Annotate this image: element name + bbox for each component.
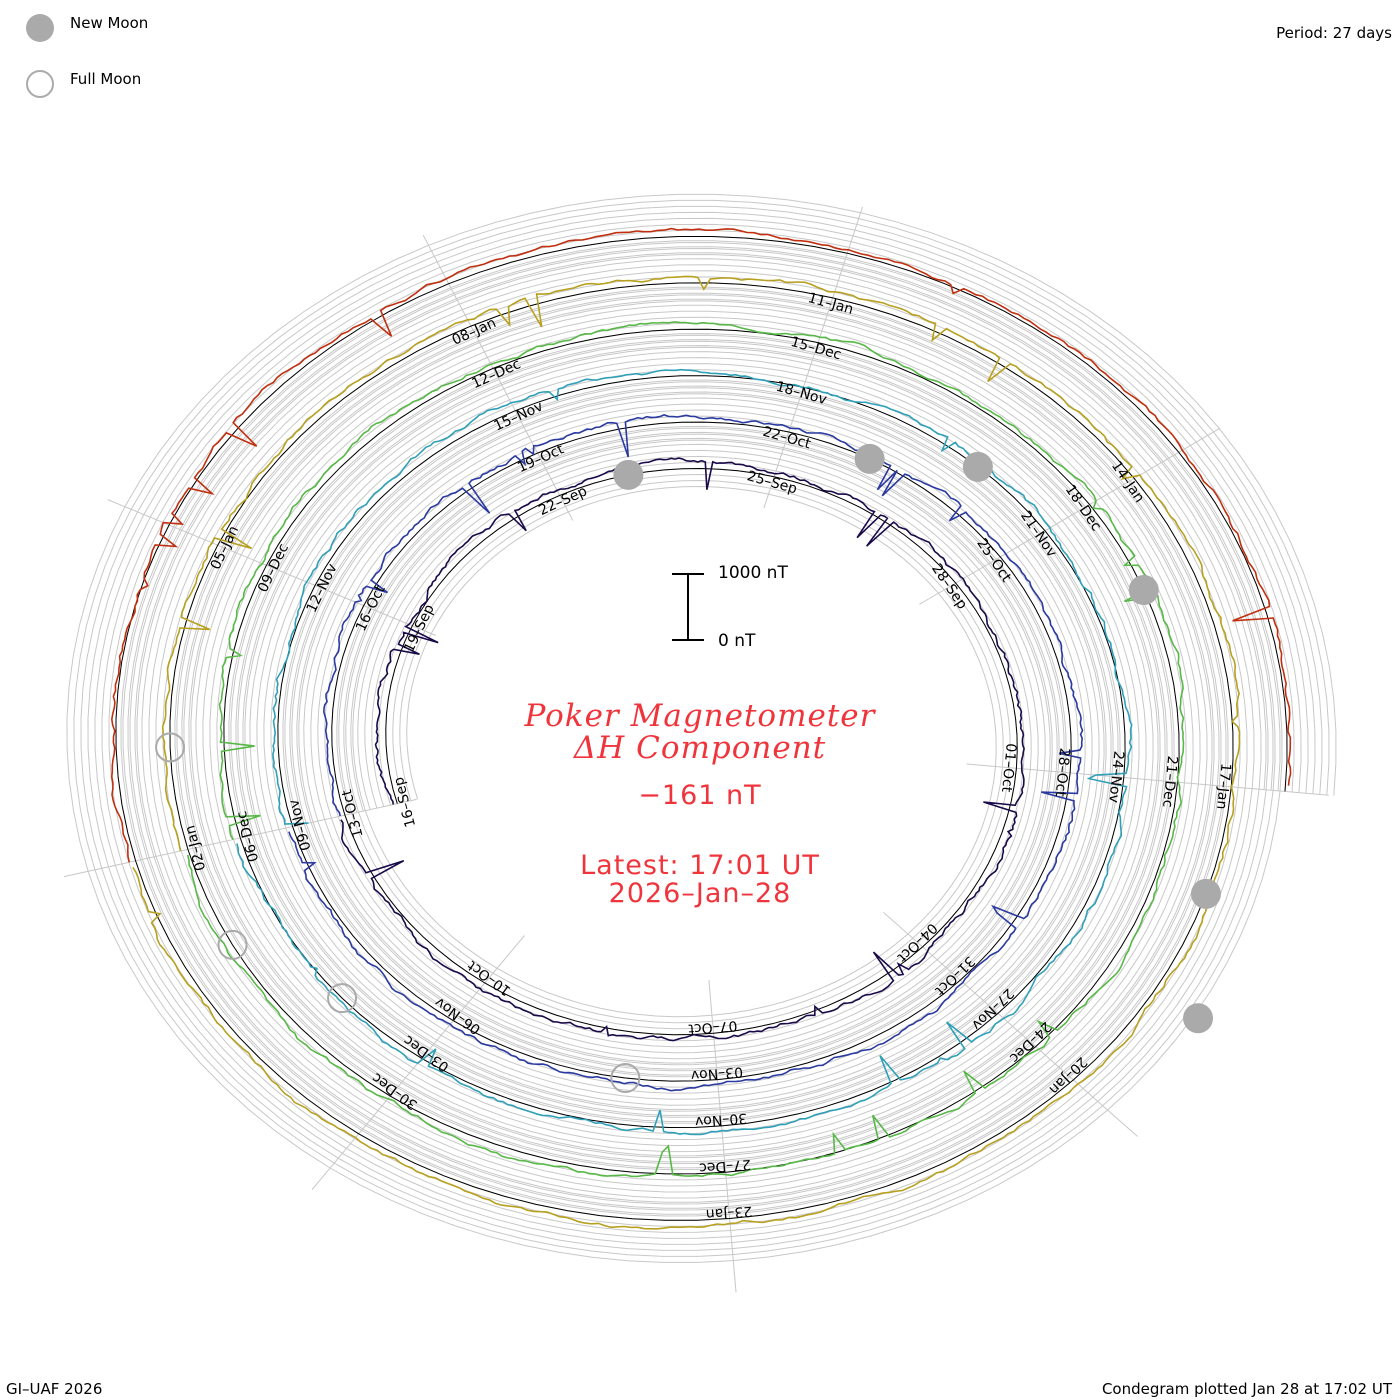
legend-new-moon: New Moon <box>26 14 148 42</box>
series-line-6 <box>110 227 1292 863</box>
series-line-5 <box>132 275 1241 1230</box>
title-component: ΔH Component <box>573 730 827 766</box>
full-moon-marker <box>327 983 358 1014</box>
footer-plot-time: Condegram plotted Jan 28 at 17:02 UT <box>1101 1380 1392 1398</box>
radial-line <box>422 234 574 521</box>
new-moon-icon <box>26 14 54 42</box>
full-moon-marker <box>610 1063 641 1094</box>
new-moon-label: New Moon <box>70 14 149 32</box>
date-tick-label: 07–Oct <box>687 1017 738 1037</box>
latest-date: 2026–Jan–28 <box>608 878 792 909</box>
new-moon-marker <box>613 459 644 490</box>
current-value: −161 nT <box>638 780 762 811</box>
scale-top-label: 1000 nT <box>718 563 788 583</box>
baseline-spiral <box>115 236 1288 1221</box>
series-line-1 <box>340 457 1025 1042</box>
date-tick-label: 21–Dec <box>1159 755 1180 808</box>
new-moon-marker <box>1190 878 1221 909</box>
period-label: Period: 27 days <box>1276 24 1392 42</box>
title-station: Poker Magnetometer <box>524 698 876 734</box>
date-tick-label: 19–Sep <box>401 602 438 655</box>
date-tick-label: 24–Nov <box>1105 750 1126 803</box>
radial-line <box>763 206 863 509</box>
new-moon-marker <box>1183 1003 1214 1034</box>
radial-line <box>883 912 1138 1137</box>
date-tick-label: 28–Sep <box>928 561 970 612</box>
date-tick-label: 20–Jan <box>1046 1053 1090 1097</box>
date-tick-label: 28–Oct <box>1052 747 1073 798</box>
date-tick-label: 06–Dec <box>234 809 262 863</box>
radial-line <box>966 763 1329 796</box>
legend-full-moon: Full Moon <box>26 70 141 98</box>
new-moon-marker <box>962 451 993 482</box>
date-tick-label: 23–Jan <box>705 1203 752 1222</box>
series-line-3 <box>236 368 1133 1136</box>
footer-credit: GI–UAF 2026 <box>6 1380 103 1398</box>
date-tick-label: 08–Jan <box>450 315 499 349</box>
full-moon-icon <box>26 70 54 98</box>
new-moon-marker <box>854 443 885 474</box>
radial-line <box>919 427 1221 605</box>
grid <box>63 193 1337 1293</box>
series-line-4 <box>186 321 1185 1178</box>
full-moon-marker <box>217 929 248 960</box>
date-tick-label: 03–Nov <box>690 1063 743 1083</box>
date-tick-label: 17–Jan <box>1213 762 1234 810</box>
latest-time: Latest: 17:01 UT <box>580 850 820 881</box>
series-line-2 <box>288 414 1084 1092</box>
scale-bottom-label: 0 nT <box>718 631 756 651</box>
chart-title: Poker Magnetometer ΔH Component −161 nT … <box>390 700 1010 908</box>
full-moon-marker <box>155 732 186 763</box>
new-moon-marker <box>1128 574 1159 605</box>
date-tick-label: 30–Nov <box>694 1110 747 1130</box>
radial-line <box>708 980 737 1293</box>
full-moon-label: Full Moon <box>70 70 142 88</box>
date-tick-label: 27–Dec <box>699 1156 752 1176</box>
date-tick-label: 09–Nov <box>286 798 314 852</box>
date-tick-label: 01–Oct <box>998 743 1019 794</box>
